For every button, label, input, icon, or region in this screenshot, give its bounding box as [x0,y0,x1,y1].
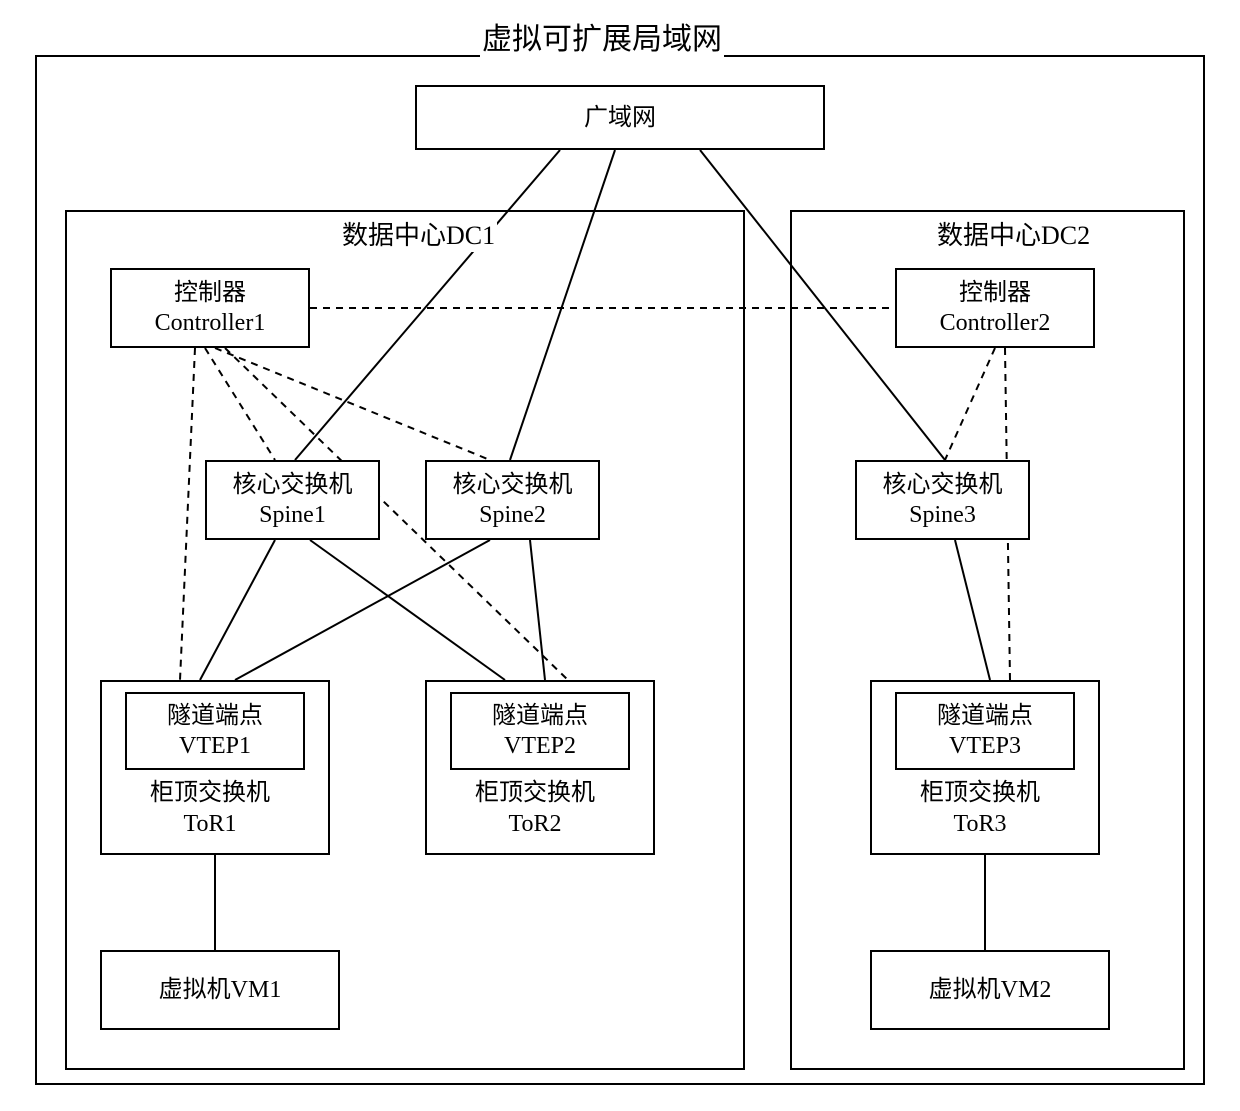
node-line2: Spine3 [909,500,976,530]
datacenter-label-dc1: 数据中心DC1 [340,215,497,252]
node-line1: 广域网 [584,103,656,133]
node-line1: 控制器 [174,278,246,308]
diagram-title: 虚拟可扩展局域网 [480,14,724,58]
node-line2: Controller1 [155,308,266,338]
tor-label-tor3_lbl: 柜顶交换机ToR3 [920,778,1040,840]
node-line1: 隧道端点 [167,701,263,731]
node-line1: 核心交换机 [883,470,1003,500]
node-spine2: 核心交换机Spine2 [425,460,600,540]
node-line1: 虚拟机VM2 [929,975,1052,1005]
node-spine1: 核心交换机Spine1 [205,460,380,540]
node-ctrl2: 控制器Controller2 [895,268,1095,348]
node-ctrl1: 控制器Controller1 [110,268,310,348]
node-line1: 虚拟机VM1 [159,975,282,1005]
tor-label-tor1_lbl: 柜顶交换机ToR1 [150,778,270,840]
node-wan: 广域网 [415,85,825,150]
node-line1: 核心交换机 [453,470,573,500]
node-spine3: 核心交换机Spine3 [855,460,1030,540]
node-line2: VTEP2 [504,731,576,761]
node-line2: Spine1 [259,500,326,530]
datacenter-label-dc2: 数据中心DC2 [935,215,1092,252]
node-line1: 隧道端点 [937,701,1033,731]
node-line1: 隧道端点 [492,701,588,731]
node-vtep3: 隧道端点VTEP3 [895,692,1075,770]
tor-label-tor2_lbl: 柜顶交换机ToR2 [475,778,595,840]
node-vm2: 虚拟机VM2 [870,950,1110,1030]
node-vm1: 虚拟机VM1 [100,950,340,1030]
node-vtep2: 隧道端点VTEP2 [450,692,630,770]
node-line2: VTEP1 [179,731,251,761]
node-line2: Controller2 [940,308,1051,338]
node-line1: 核心交换机 [233,470,353,500]
node-line2: Spine2 [479,500,546,530]
node-line1: 控制器 [959,278,1031,308]
node-line2: VTEP3 [949,731,1021,761]
node-vtep1: 隧道端点VTEP1 [125,692,305,770]
